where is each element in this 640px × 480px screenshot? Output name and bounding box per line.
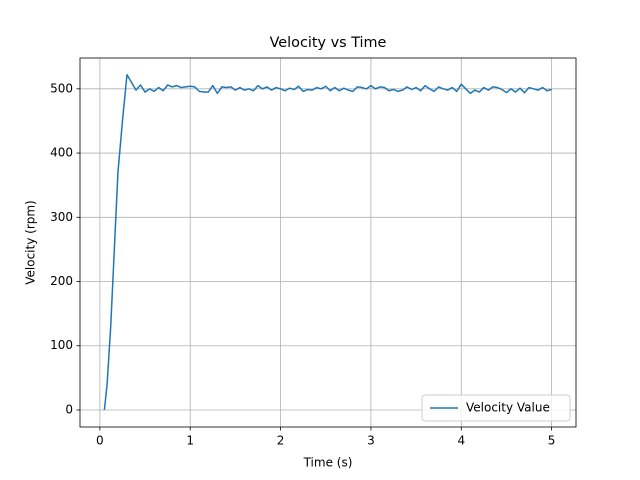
- x-axis-label: Time (s): [303, 456, 353, 470]
- legend-box: [421, 394, 571, 422]
- y-tick-label: 200: [50, 274, 73, 288]
- y-tick-label: 500: [50, 81, 73, 95]
- y-tick-label: 0: [65, 402, 73, 416]
- x-tick-label: 4: [457, 434, 465, 448]
- y-tick-label: 400: [50, 146, 73, 160]
- x-tick-label: 2: [277, 434, 285, 448]
- y-axis-label: Velocity (rpm): [24, 200, 38, 285]
- x-tick-label: 5: [548, 434, 556, 448]
- x-tick-label: 3: [367, 434, 375, 448]
- y-tick-label: 100: [50, 338, 73, 352]
- plot-frame: [79, 57, 577, 428]
- legend-label: Velocity Value: [466, 401, 550, 415]
- x-tick-label: 0: [96, 434, 104, 448]
- chart-title: Velocity vs Time: [270, 35, 387, 51]
- line-series: [103, 73, 552, 411]
- x-tick-label: 1: [186, 434, 194, 448]
- y-tick-label: 300: [50, 210, 73, 224]
